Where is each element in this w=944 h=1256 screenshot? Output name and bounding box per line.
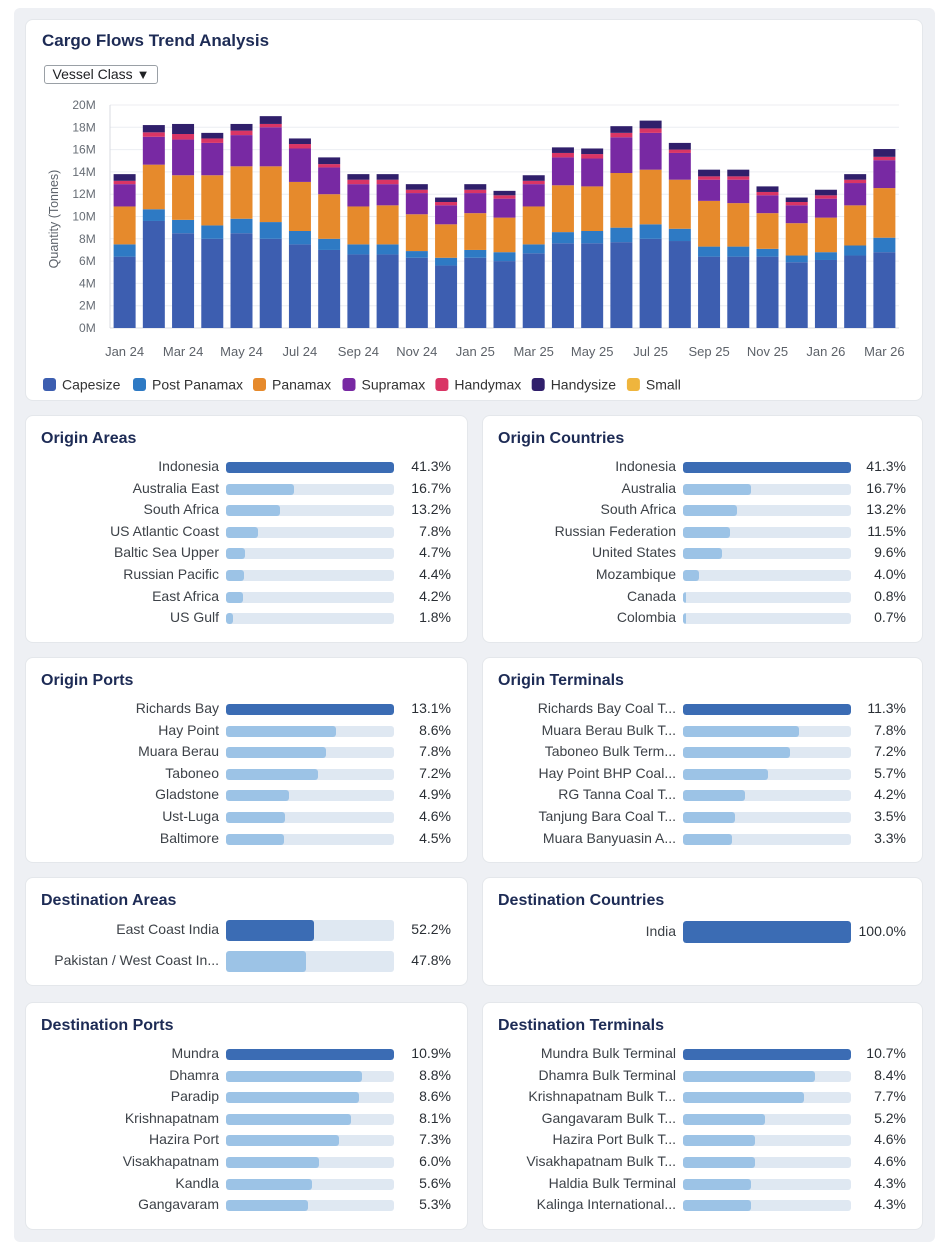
svg-text:Nov 25: Nov 25: [747, 344, 788, 359]
svg-text:10M: 10M: [72, 210, 95, 224]
svg-text:16M: 16M: [72, 143, 95, 157]
svg-text:6M: 6M: [79, 254, 96, 268]
svg-text:Post Panamax: Post Panamax: [152, 377, 243, 393]
svg-text:20M: 20M: [72, 98, 95, 112]
svg-text:Nov 24: Nov 24: [396, 344, 437, 359]
svg-text:Sep 25: Sep 25: [688, 344, 729, 359]
svg-text:2M: 2M: [79, 299, 96, 313]
svg-text:Mar 25: Mar 25: [513, 344, 553, 359]
svg-text:Mar 26: Mar 26: [864, 344, 904, 359]
svg-text:Quantity (Tonnes): Quantity (Tonnes): [47, 170, 61, 269]
svg-text:Jan 26: Jan 26: [806, 344, 845, 359]
svg-text:8M: 8M: [79, 232, 96, 246]
svg-text:Mar 24: Mar 24: [163, 344, 203, 359]
svg-text:May 24: May 24: [220, 344, 263, 359]
svg-text:Capesize: Capesize: [62, 377, 121, 393]
svg-text:Handymax: Handymax: [454, 377, 521, 393]
svg-text:Sep 24: Sep 24: [338, 344, 379, 359]
svg-text:Jul 25: Jul 25: [633, 344, 668, 359]
svg-text:Jul 24: Jul 24: [283, 344, 318, 359]
svg-text:12M: 12M: [72, 187, 95, 201]
svg-text:Small: Small: [646, 377, 681, 393]
svg-text:0M: 0M: [79, 321, 96, 335]
svg-text:18M: 18M: [72, 120, 95, 134]
svg-text:Handysize: Handysize: [551, 377, 617, 393]
svg-text:Supramax: Supramax: [362, 377, 426, 393]
svg-text:Jan 25: Jan 25: [456, 344, 495, 359]
svg-text:14M: 14M: [72, 165, 95, 179]
svg-text:May 25: May 25: [571, 344, 614, 359]
svg-text:4M: 4M: [79, 276, 96, 290]
svg-text:Panamax: Panamax: [272, 377, 331, 393]
svg-text:Jan 24: Jan 24: [105, 344, 144, 359]
